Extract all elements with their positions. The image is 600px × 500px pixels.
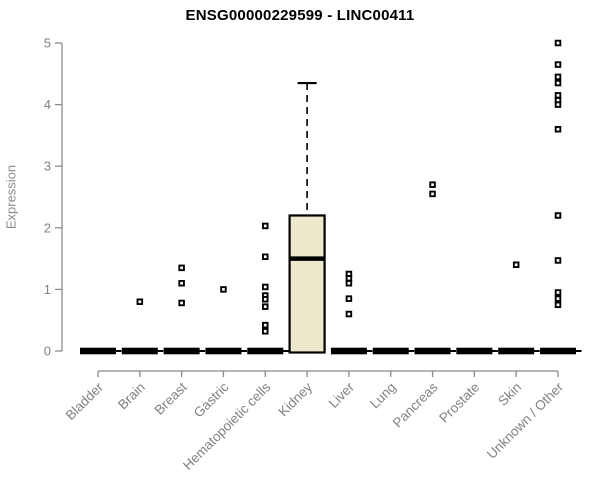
outlier-point [554,61,562,68]
outlier-point [554,73,562,81]
outlier-point [262,303,269,310]
flat-box-zero [205,347,242,355]
y-tick-label: 3 [44,159,51,174]
outlier-point [512,261,520,269]
outlier-point [178,299,185,307]
outlier-point [345,310,353,318]
outlier-point [554,289,562,296]
x-tick-label: Brain [115,380,148,413]
outlier-point [262,283,269,291]
y-tick-label: 2 [44,220,51,235]
x-tick-label: Lung [367,380,399,412]
outlier-point [554,257,562,264]
x-tick-label: Prostate [436,380,482,426]
outlier-point [554,301,562,309]
x-tick-label: Kidney [275,379,315,419]
x-tick-label: Breast [152,379,190,417]
outlier-point [429,190,436,198]
outlier-point [554,39,562,47]
flat-box-zero [330,347,367,355]
flat-box-zero [414,347,451,355]
y-tick-label: 4 [44,97,51,112]
x-tick-label: Gastric [191,379,232,420]
x-tick-label: Skin [495,380,524,409]
x-tick-label: Bladder [63,379,107,423]
outlier-point [220,286,227,293]
outlier-point [345,275,353,282]
outlier-point [429,181,436,188]
outlier-point [178,264,185,272]
flat-box-zero [498,347,535,355]
outlier-point [262,296,269,303]
y-tick-label: 0 [44,344,51,359]
flat-box-zero [163,347,200,355]
outlier-point [136,298,144,305]
outlier-point [345,279,353,287]
flat-box-zero [540,347,576,355]
outlier-point [262,321,269,329]
outlier-point [554,92,562,99]
flat-box-zero [247,347,284,355]
outlier-point [262,328,269,335]
x-tick-label: Pancreas [390,379,441,430]
outlier-point [554,79,562,87]
chart-title: ENSG00000229599 - LINC00411 [185,7,415,24]
outlier-point [178,279,185,287]
box-iqr [288,214,326,354]
outlier-point [554,125,562,133]
flat-box-zero [121,347,158,355]
flat-box-zero [80,347,116,355]
outlier-point [262,253,269,261]
x-tick-label: Unknown / Other [484,379,567,462]
x-tick-label: Liver [326,379,358,411]
outlier-point [554,295,562,302]
flat-box-zero [456,347,493,355]
outlier-point [554,101,562,108]
y-tick-label: 1 [44,282,51,297]
outlier-point [262,222,269,230]
outlier-point [554,212,562,219]
y-tick-label: 5 [44,36,51,51]
flat-box-zero [372,347,409,355]
outlier-point [345,295,353,302]
